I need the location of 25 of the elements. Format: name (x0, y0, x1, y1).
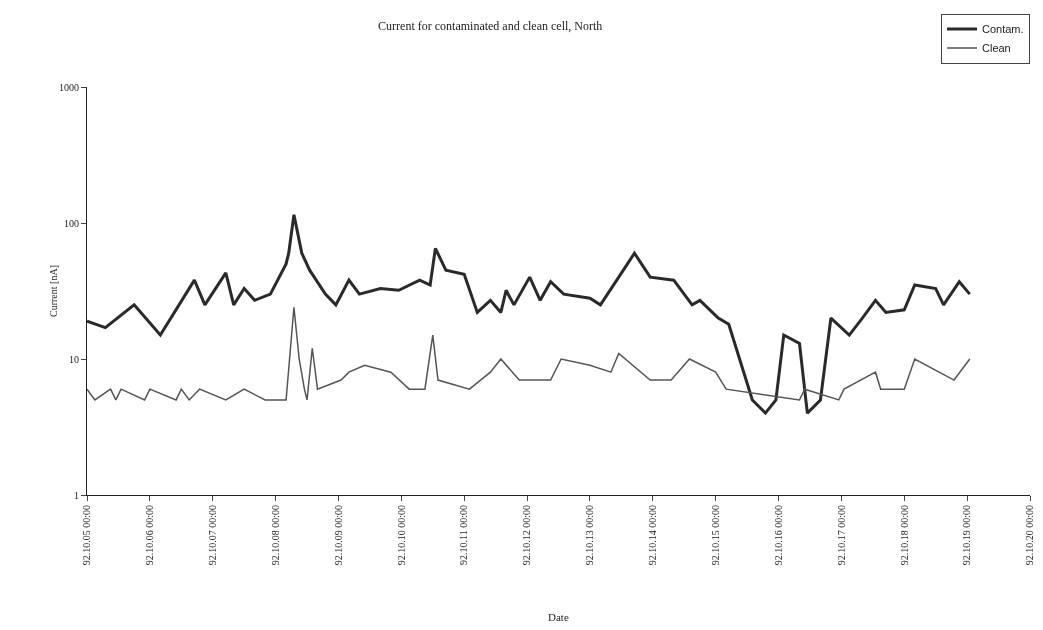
x-tick-label: 92.10.07 00:00 (206, 505, 218, 566)
y-tick-label: 100 (64, 217, 79, 229)
y-tick-label: 10 (69, 353, 79, 365)
x-tick-label: 92.10.10 00:00 (395, 505, 407, 566)
x-tick-label: 92.10.13 00:00 (584, 505, 596, 566)
x-tick-label: 92.10.15 00:00 (709, 505, 721, 566)
x-axis-title: Date (548, 611, 569, 623)
legend-label: Contam. (982, 23, 1024, 36)
y-axis-title: Current [nA] (48, 265, 59, 317)
x-tick-label: 92.10.14 00:00 (647, 505, 659, 566)
x-tick-label: 92.10.05 00:00 (81, 505, 93, 566)
chart-title: Current for contaminated and clean cell, North (378, 19, 603, 34)
x-tick-label: 92.10.11 00:00 (458, 505, 470, 565)
y-tick-label: 1000 (59, 81, 79, 93)
x-tick-label: 92.10.06 00:00 (144, 505, 156, 566)
y-tick-label: 1 (74, 489, 79, 501)
legend-label: Clean (982, 42, 1011, 55)
x-tick-label: 92.10.17 00:00 (835, 505, 847, 566)
x-tick-label: 92.10.18 00:00 (898, 505, 910, 566)
x-tick-label: 92.10.12 00:00 (521, 505, 533, 566)
x-tick-label: 92.10.19 00:00 (961, 505, 973, 566)
x-tick-label: 92.10.20 00:00 (1024, 505, 1036, 566)
x-tick-label: 92.10.16 00:00 (772, 505, 784, 566)
x-tick-label: 92.10.08 00:00 (269, 505, 281, 566)
x-tick-label: 92.10.09 00:00 (332, 505, 344, 566)
